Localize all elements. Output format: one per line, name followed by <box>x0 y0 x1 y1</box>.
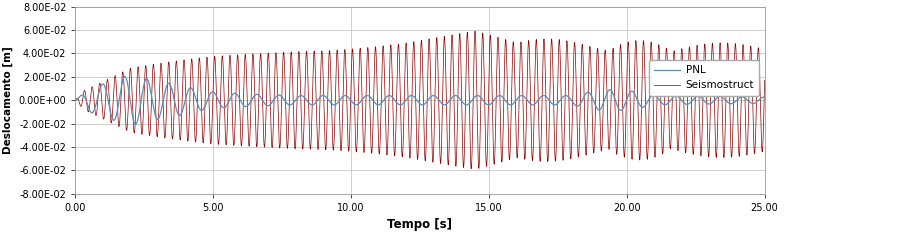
PNL <box>320 95 330 98</box>
Seismostruct <box>618 135 629 138</box>
Seismostruct <box>470 30 480 33</box>
X-axis label: Tempo [s]: Tempo [s] <box>388 218 453 231</box>
Seismostruct <box>105 110 116 113</box>
PNL <box>478 99 489 102</box>
PNL <box>759 96 770 99</box>
Seismostruct <box>478 42 489 45</box>
Seismostruct <box>70 99 81 102</box>
PNL <box>508 102 519 105</box>
Line: PNL: PNL <box>75 77 764 124</box>
Legend: PNL, Seismostruct: PNL, Seismostruct <box>649 60 760 96</box>
Seismostruct <box>759 79 770 82</box>
PNL <box>105 109 116 111</box>
Seismostruct <box>320 139 330 141</box>
Line: Seismostruct: Seismostruct <box>75 31 764 169</box>
PNL <box>581 91 592 94</box>
Seismostruct <box>466 167 477 170</box>
Seismostruct <box>508 41 519 44</box>
PNL <box>70 99 81 102</box>
PNL <box>618 107 629 110</box>
Seismostruct <box>581 150 592 153</box>
Y-axis label: Deslocamento [m]: Deslocamento [m] <box>3 46 13 154</box>
PNL <box>119 75 130 78</box>
PNL <box>130 123 141 126</box>
